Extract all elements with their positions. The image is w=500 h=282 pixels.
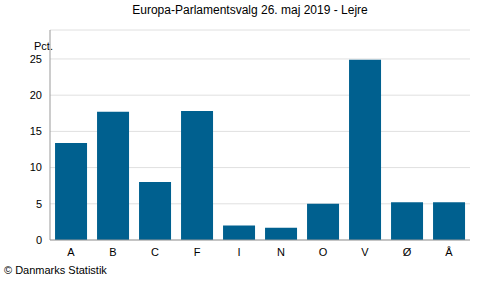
svg-text:B: B <box>109 246 116 258</box>
svg-text:V: V <box>361 246 369 258</box>
html-text:© Danmarks Statistik: © Danmarks Statistik <box>4 264 107 276</box>
svg-text:N: N <box>277 246 285 258</box>
html-text:Europa-Parlamentsvalg 26. maj: Europa-Parlamentsvalg 26. maj 2019 - Lej… <box>132 3 368 17</box>
svg-text:F: F <box>194 246 201 258</box>
svg-text:10: 10 <box>30 161 42 173</box>
svg-text:Å: Å <box>445 246 453 258</box>
svg-text:25: 25 <box>30 53 42 65</box>
html-text:Pct.: Pct. <box>34 40 53 52</box>
svg-text:20: 20 <box>30 89 42 101</box>
svg-text:5: 5 <box>36 198 42 210</box>
svg-text:A: A <box>67 246 75 258</box>
svg-text:0: 0 <box>36 234 42 246</box>
svg-text:15: 15 <box>30 125 42 137</box>
svg-text:O: O <box>319 246 328 258</box>
svg-text:Ø: Ø <box>403 246 412 258</box>
svg-text:C: C <box>151 246 159 258</box>
svg-text:I: I <box>237 246 240 258</box>
